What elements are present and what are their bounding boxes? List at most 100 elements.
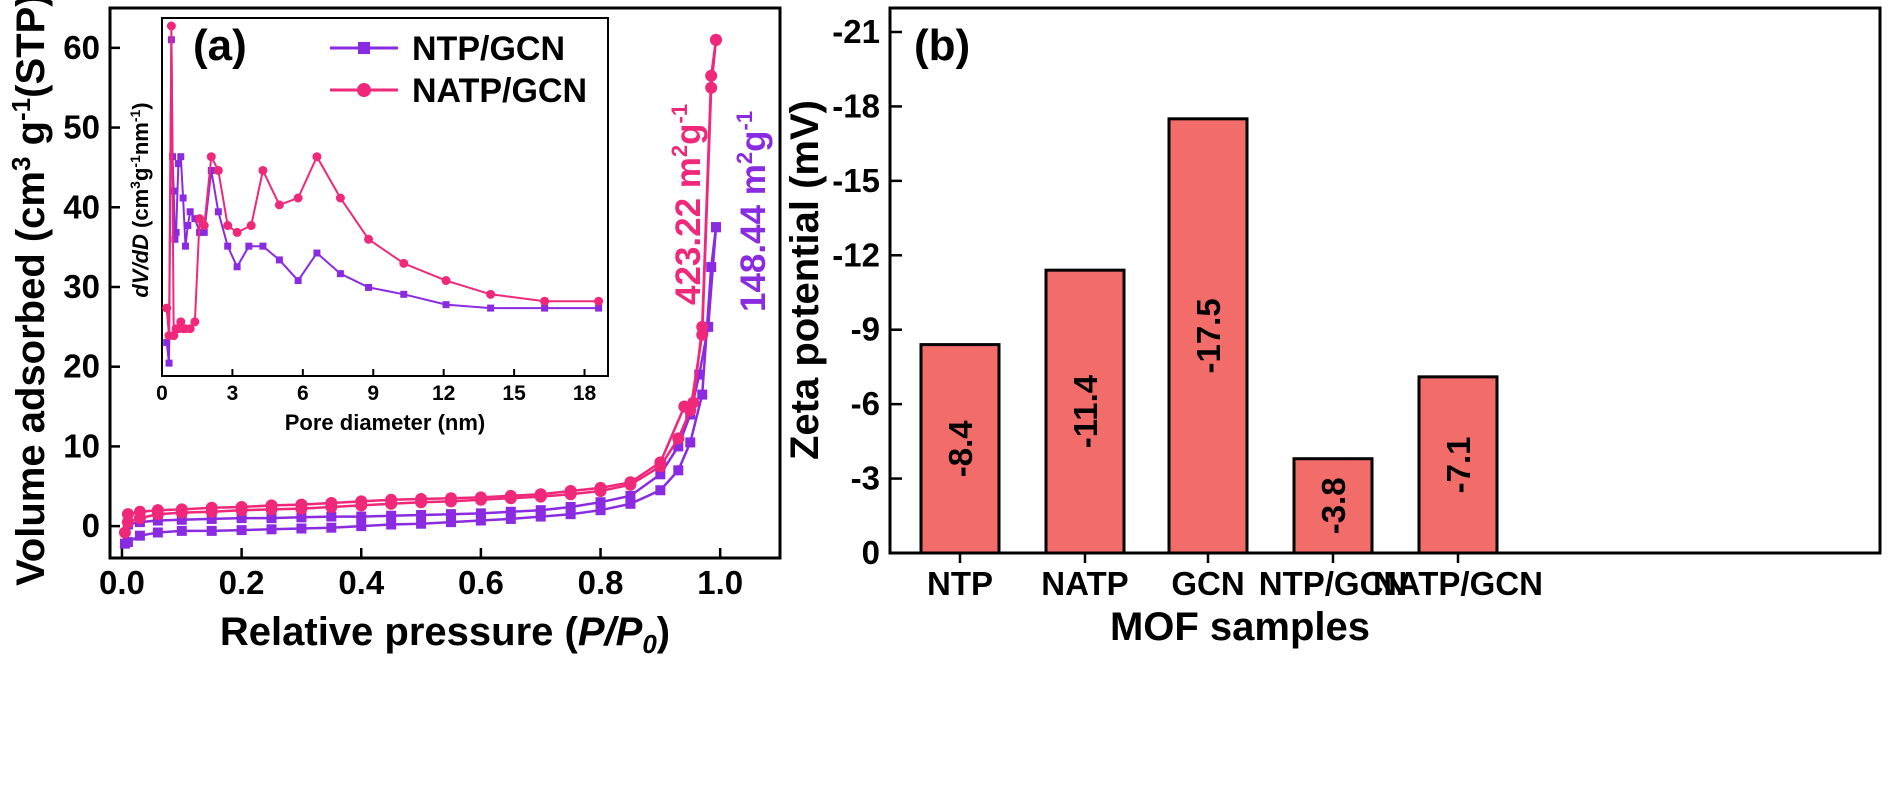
- inset-data-point: [258, 165, 268, 175]
- data-point: [175, 503, 188, 516]
- legend: NTP/GCN NATP/GCN: [330, 30, 587, 110]
- a-x-tick-label: 0.8: [578, 564, 624, 601]
- bar: [1292, 457, 1374, 555]
- panel-b-x-axis-title: MOF samples: [1110, 605, 1370, 649]
- data-point: [535, 505, 546, 516]
- data-point: [705, 69, 718, 82]
- inset-data-point: [186, 208, 194, 216]
- data-point: [475, 508, 486, 519]
- data-point: [152, 515, 163, 526]
- bet-annotation-ntp-gcn: 148.44 m2g-1: [732, 111, 773, 312]
- data-point: [655, 485, 666, 496]
- data-point: [694, 369, 705, 380]
- inset-data-point: [442, 301, 450, 309]
- bar-value-label: -7.1: [1440, 436, 1477, 493]
- data-point: [326, 511, 337, 522]
- inset-data-point: [441, 276, 451, 286]
- a-y-tick-label: 10: [63, 427, 100, 464]
- data-point: [416, 509, 427, 520]
- data-point: [295, 498, 308, 511]
- data-point: [678, 400, 691, 413]
- inset-data-point: [195, 214, 205, 224]
- data-point: [655, 469, 666, 480]
- inset-frame: [161, 17, 609, 377]
- inset-data-point: [172, 228, 180, 236]
- data-point: [474, 491, 487, 504]
- inset-data-point: [165, 359, 173, 367]
- bar: [1167, 117, 1249, 555]
- inset-data-point: [245, 242, 253, 250]
- data-point: [673, 465, 684, 476]
- inset-data-point: [169, 331, 179, 341]
- inset-data-point: [185, 324, 195, 334]
- data-point: [176, 514, 187, 525]
- inset-data-point: [200, 228, 208, 236]
- data-point: [475, 515, 486, 526]
- inset-data-point: [207, 166, 215, 174]
- data-point: [385, 493, 398, 506]
- b-y-tick-label: -9: [851, 311, 880, 348]
- data-point: [236, 513, 247, 524]
- data-point: [654, 456, 667, 469]
- inset-y-axis-title: dV/dD (cm3g-1nm-1): [127, 102, 153, 297]
- panel-b-y-axis-title: Zeta potential (mV): [783, 100, 827, 460]
- panel-a-series: [118, 33, 722, 549]
- data-point: [206, 525, 217, 536]
- panel-a-y-ticks: 0 10 20 30 40 50 60: [63, 29, 120, 544]
- legend-entry-natp-gcn: NATP/GCN: [330, 72, 587, 110]
- inset-data-point: [335, 193, 345, 203]
- inset-data-point: [162, 303, 172, 313]
- data-point: [121, 508, 134, 521]
- a-x-tick-label: 0.2: [219, 564, 265, 601]
- data-point: [266, 513, 277, 524]
- inset-data-point: [163, 338, 171, 346]
- inset-data-point: [275, 256, 283, 264]
- b-y-tick-label: -18: [832, 87, 880, 124]
- inset-data-point: [179, 194, 187, 202]
- data-point: [706, 262, 717, 273]
- data-point: [386, 510, 397, 521]
- inset-x-tick-label: 3: [227, 382, 239, 405]
- inset-data-point: [486, 289, 496, 299]
- inset-data-point: [232, 227, 242, 237]
- b-y-tick-label: -12: [832, 236, 880, 273]
- data-point: [416, 518, 427, 529]
- data-point: [685, 437, 696, 448]
- legend-label-ntp-gcn: NTP/GCN: [412, 30, 565, 68]
- b-y-tick-label: -3: [851, 460, 880, 497]
- data-point: [625, 498, 636, 509]
- inset-x-tick-label: 9: [367, 382, 379, 405]
- data-point: [673, 441, 684, 452]
- a-x-tick-label: 1.0: [697, 564, 743, 601]
- inset-data-point: [246, 221, 256, 231]
- data-point: [624, 476, 637, 489]
- inset-data-point: [594, 296, 604, 306]
- a-y-tick-label: 0: [82, 507, 100, 544]
- data-point: [672, 432, 685, 445]
- bar-value-label: -11.4: [1067, 374, 1104, 448]
- data-point: [535, 511, 546, 522]
- data-point: [505, 506, 516, 517]
- bar-value-label: -17.5: [1190, 298, 1227, 373]
- legend-label-natp-gcn: NATP/GCN: [412, 72, 587, 110]
- inset-data-point: [313, 249, 321, 257]
- inset-data-point: [294, 277, 302, 285]
- b-y-tick-label: 0: [862, 534, 880, 571]
- data-point: [445, 509, 456, 520]
- panel-b: 0 -3 -6 -9 -12 -15 -18 -21 -8.4 -11.4 -17.5 -3.8 -7…: [783, 6, 1882, 649]
- inset-data-point: [171, 235, 179, 243]
- inset-data-point: [293, 193, 303, 203]
- bar: [919, 343, 1001, 555]
- data-point: [205, 501, 218, 514]
- series-line: [127, 39, 718, 516]
- inset-data-point: [174, 160, 182, 168]
- inset-data-point: [191, 215, 199, 223]
- data-point: [296, 523, 307, 534]
- inset-data-point: [199, 221, 209, 231]
- inset-data-point: [259, 242, 267, 250]
- inset-data-point: [595, 304, 603, 312]
- data-point: [625, 490, 636, 501]
- inset-data-point: [214, 208, 222, 216]
